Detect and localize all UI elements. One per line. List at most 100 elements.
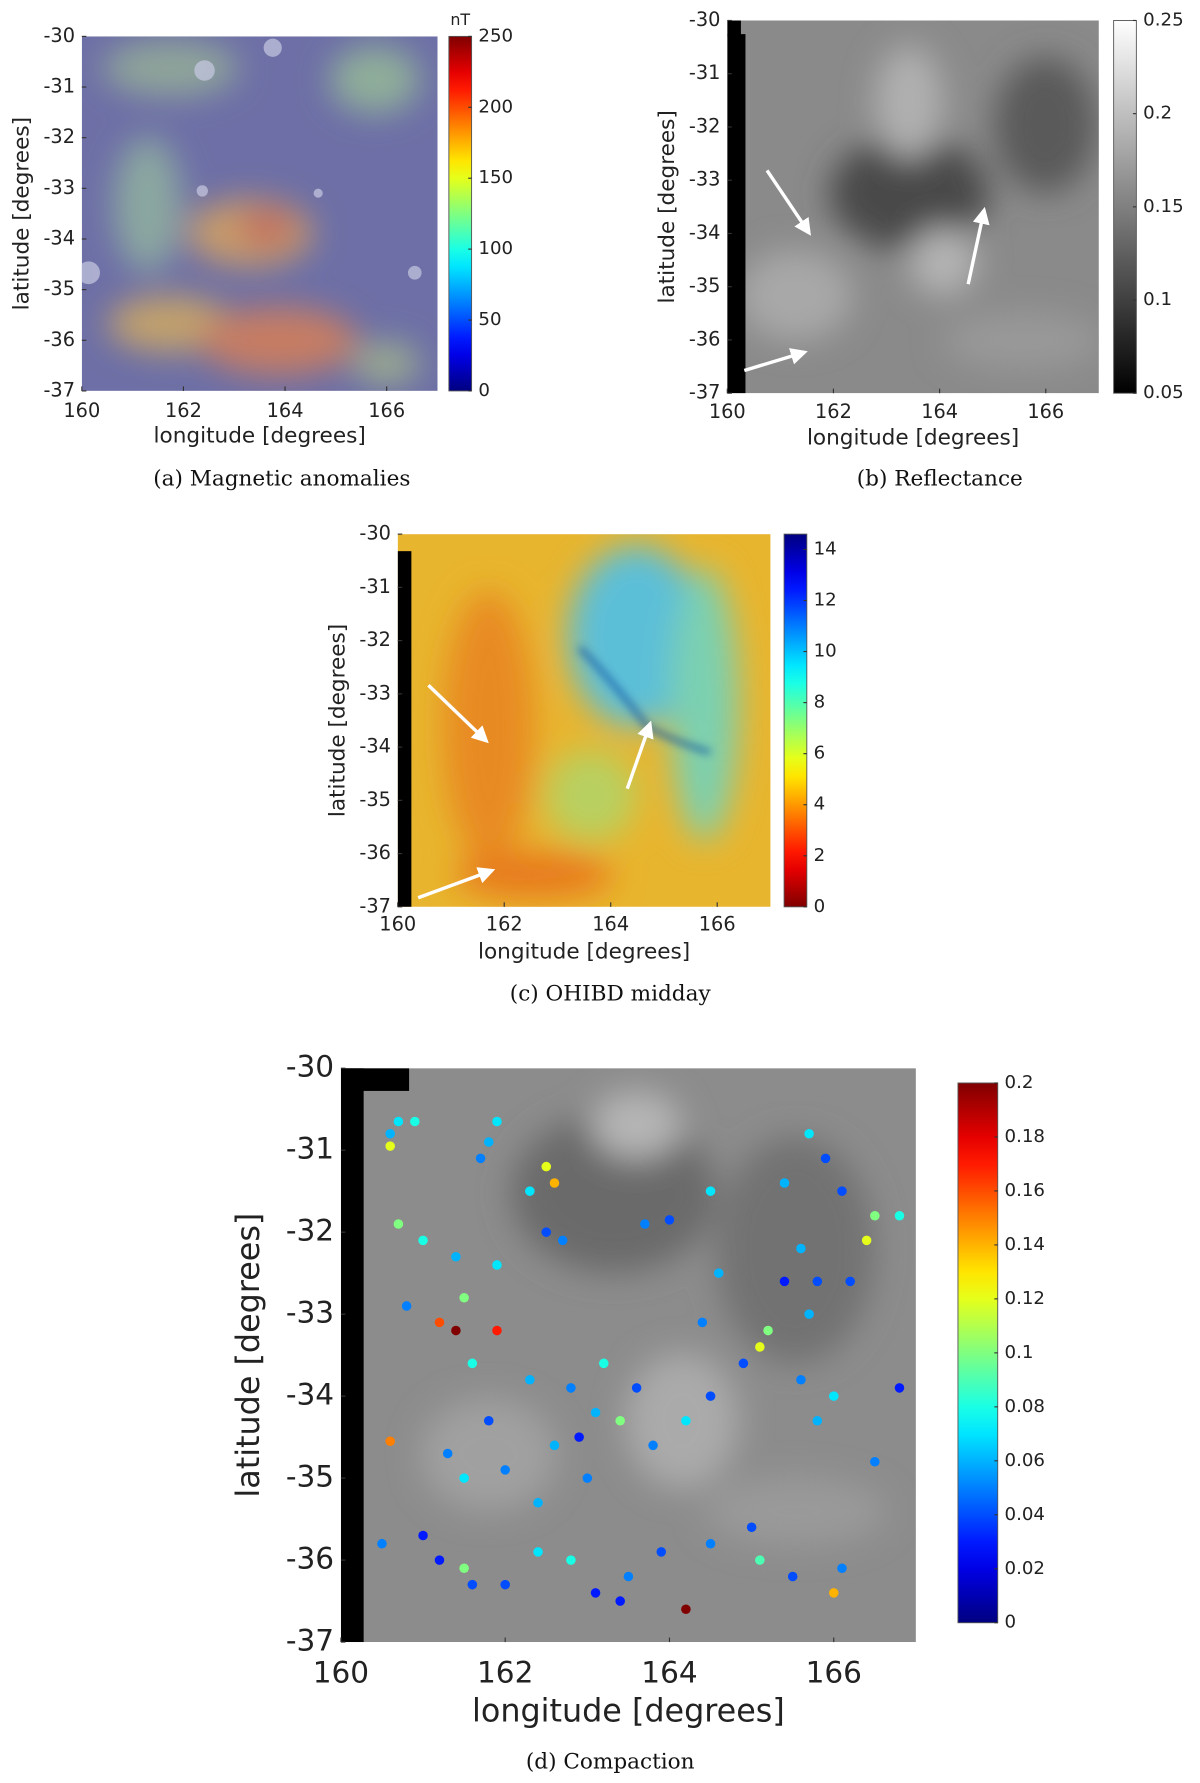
x-tick-label: 166	[806, 1655, 862, 1689]
data-point	[410, 1116, 420, 1127]
x-tick-label: 162	[815, 400, 852, 423]
data-point	[598, 1358, 609, 1369]
data-point	[837, 1563, 847, 1574]
data-point	[812, 1415, 823, 1426]
x-axis-label: longitude [degrees]	[154, 423, 366, 448]
colorbar-tick-label: 0.16	[1005, 1180, 1045, 1201]
data-point	[525, 1186, 535, 1196]
data-point	[615, 1415, 625, 1426]
y-tick-label: -31	[286, 1132, 334, 1166]
colorbar-tick-label: 250	[478, 25, 513, 46]
y-tick-label: -37	[43, 378, 75, 401]
y-tick-label: -34	[689, 221, 721, 244]
data-point	[590, 1407, 601, 1418]
data-point	[393, 1116, 404, 1127]
colorbar-tick-label: 100	[478, 238, 513, 259]
y-tick-label: -32	[286, 1214, 334, 1248]
data-point	[713, 1268, 724, 1278]
data-point	[705, 1186, 716, 1196]
colorbar-tick-label: 4	[814, 794, 826, 815]
colorbar-tick-label: 0.12	[1005, 1288, 1045, 1309]
y-axis-label: latitude [degrees]	[10, 117, 35, 310]
data-point	[541, 1227, 552, 1237]
data-point	[705, 1538, 716, 1549]
data-point	[451, 1325, 461, 1336]
data-point	[418, 1235, 428, 1246]
data-point	[705, 1391, 716, 1401]
colorbar-tick-label: 0	[814, 896, 826, 917]
x-axis-label: longitude [degrees]	[478, 939, 690, 964]
colorbar-tick-label: 10	[814, 641, 837, 662]
caption: (a) Magnetic anomalies	[153, 467, 410, 492]
colorbar-tick-label: 0.2	[1143, 103, 1172, 124]
data-point	[796, 1243, 806, 1254]
annotation-arrows-c	[417, 684, 654, 900]
map-image-b	[727, 20, 1099, 394]
data-point	[623, 1571, 634, 1582]
data-point	[377, 1538, 387, 1549]
colorbar-tick-label: 0.1	[1005, 1342, 1034, 1363]
y-tick-label: -36	[286, 1542, 334, 1576]
x-tick-label: 164	[592, 913, 629, 936]
data-point	[500, 1579, 510, 1590]
data-point	[820, 1153, 831, 1164]
data-point	[451, 1251, 461, 1262]
colorbar-tick-label: 0.08	[1005, 1396, 1045, 1417]
x-tick-label: 162	[486, 913, 523, 936]
colorbar-tick-label: 0.02	[1005, 1558, 1045, 1579]
y-tick-label: -35	[689, 274, 721, 297]
colorbar-label: nT	[450, 10, 470, 29]
colorbar-tick-label: 0.14	[1005, 1234, 1045, 1255]
colorbar-tick-label: 0.04	[1005, 1504, 1045, 1525]
y-tick-label: -34	[359, 735, 391, 758]
data-point	[828, 1391, 839, 1401]
y-tick-label: -30	[689, 8, 721, 31]
data-point	[656, 1547, 667, 1557]
data-point	[804, 1309, 814, 1319]
data-point	[434, 1317, 445, 1328]
data-point	[861, 1235, 872, 1246]
data-point	[779, 1178, 790, 1188]
data-point	[640, 1219, 650, 1229]
y-tick-label: -32	[359, 628, 391, 651]
y-tick-label: -33	[286, 1296, 334, 1330]
x-tick-label: 164	[641, 1655, 697, 1689]
data-point	[401, 1301, 412, 1311]
data-point	[828, 1588, 839, 1598]
y-tick-label: -32	[43, 125, 75, 148]
data-point	[779, 1276, 790, 1287]
y-tick-label: -33	[359, 681, 391, 704]
colorbar-tick-label: 0.15	[1143, 196, 1183, 217]
data-point	[804, 1129, 814, 1139]
data-point	[459, 1473, 469, 1483]
x-tick-label: 160	[63, 399, 100, 422]
y-axis-label: latitude [degrees]	[655, 110, 680, 303]
colorbar-tick-label: 0.18	[1005, 1126, 1045, 1147]
y-tick-label: -34	[286, 1378, 334, 1412]
colorbar-tick-label: 0	[478, 380, 490, 401]
data-point	[418, 1530, 428, 1541]
data-point	[533, 1547, 543, 1557]
y-tick-label: -37	[689, 381, 721, 404]
x-tick-label: 162	[477, 1655, 533, 1689]
data-point	[681, 1604, 691, 1615]
data-point	[500, 1465, 510, 1475]
colorbar-tick-label: 0.05	[1143, 382, 1183, 403]
colorbar-tick-label: 6	[814, 743, 826, 764]
colorbar-tick-label: 0.1	[1143, 289, 1172, 310]
y-tick-label: -33	[43, 176, 75, 199]
y-tick-label: -33	[689, 168, 721, 191]
colorbar-tick-label: 150	[478, 167, 513, 188]
data-point	[385, 1436, 395, 1446]
data-point	[566, 1383, 576, 1393]
colorbar-tick-label: 12	[814, 589, 837, 610]
data-point	[533, 1497, 543, 1508]
data-point	[459, 1292, 469, 1303]
x-tick-label: 166	[1027, 400, 1064, 423]
map-image-a	[81, 36, 438, 391]
annotation-arrows-b	[743, 169, 990, 373]
data-point	[755, 1342, 765, 1352]
x-tick-label: 164	[921, 400, 958, 423]
data-point	[475, 1153, 486, 1164]
y-tick-label: -37	[286, 1624, 334, 1658]
